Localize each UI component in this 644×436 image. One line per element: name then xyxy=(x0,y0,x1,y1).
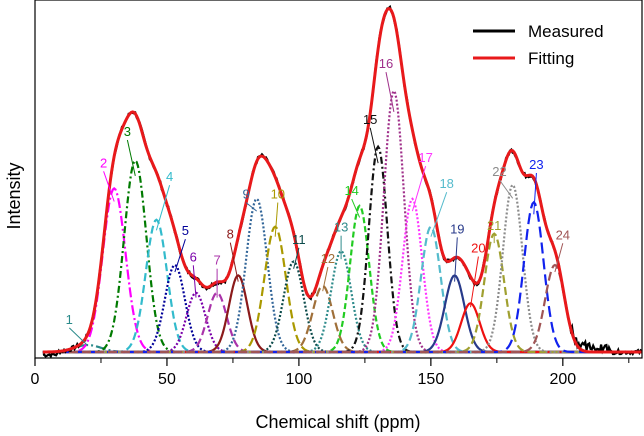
peak-label-23: 23 xyxy=(529,157,543,172)
x-tick-label-50: 50 xyxy=(158,371,176,388)
peak-leader-8 xyxy=(229,242,239,282)
peak-label-17: 17 xyxy=(418,150,432,165)
peak-leader-4 xyxy=(155,185,171,231)
peak-label-1: 1 xyxy=(66,312,73,327)
fitting-curve xyxy=(42,6,642,354)
peak-leader-23 xyxy=(533,172,537,215)
x-axis-title: Chemical shift (ppm) xyxy=(255,412,420,432)
peak-leader-10 xyxy=(274,202,279,237)
plot-frame xyxy=(34,0,643,359)
peak-leader-3 xyxy=(126,139,136,177)
peak-leader-16 xyxy=(385,72,395,112)
peak-label-21: 21 xyxy=(487,218,501,233)
peak-curve-12 xyxy=(42,284,642,354)
peak-label-2: 2 xyxy=(100,155,107,170)
curves-layer xyxy=(42,4,643,359)
legend: Measured Fitting xyxy=(473,22,604,68)
peak-label-6: 6 xyxy=(190,249,197,264)
peak-leader-5 xyxy=(174,239,186,273)
peak-leader-2 xyxy=(103,171,115,202)
peak-label-9: 9 xyxy=(242,187,249,202)
peak-leader-24 xyxy=(554,243,564,273)
peak-label-24: 24 xyxy=(556,227,570,242)
peak-label-10: 10 xyxy=(271,187,285,202)
peak-leader-1 xyxy=(68,327,89,346)
peak-label-5: 5 xyxy=(182,223,189,238)
y-axis-title: Intensity xyxy=(4,162,24,229)
peak-leader-17 xyxy=(411,165,427,212)
peak-label-3: 3 xyxy=(124,124,131,139)
peak-leader-9 xyxy=(245,202,258,212)
peak-label-18: 18 xyxy=(439,176,453,191)
peak-label-19: 19 xyxy=(450,221,464,236)
peak-leader-15 xyxy=(369,127,379,164)
peak-curve-22 xyxy=(42,183,642,354)
x-tick-label-0: 0 xyxy=(31,371,40,388)
x-axis: 0 50 100 150 200 xyxy=(31,358,630,388)
peak-leader-19 xyxy=(454,237,458,282)
peak-curve-24 xyxy=(42,263,642,354)
peak-label-16: 16 xyxy=(379,56,393,71)
peak-label-12: 12 xyxy=(321,251,335,266)
x-tick-label-200: 200 xyxy=(549,371,576,388)
peak-label-7: 7 xyxy=(213,253,220,268)
peak-label-20: 20 xyxy=(471,241,485,256)
peak-leader-18 xyxy=(430,192,448,237)
peak-leader-22 xyxy=(499,179,514,199)
legend-label-fitting: Fitting xyxy=(528,49,574,68)
peak-label-4: 4 xyxy=(166,169,173,184)
x-tick-label-150: 150 xyxy=(418,371,445,388)
peak-label-15: 15 xyxy=(363,112,377,127)
peak-leader-20 xyxy=(470,256,479,308)
peak-leader-14 xyxy=(351,198,361,218)
peak-leader-12 xyxy=(322,266,329,292)
peak-label-13: 13 xyxy=(334,220,348,235)
peak-label-8: 8 xyxy=(227,227,234,242)
legend-label-measured: Measured xyxy=(528,22,604,41)
peak-leader-6 xyxy=(192,265,197,298)
x-tick-label-100: 100 xyxy=(286,371,313,388)
peak-label-22: 22 xyxy=(492,164,506,179)
peak-leader-11 xyxy=(293,247,300,269)
peak-label-14: 14 xyxy=(344,183,358,198)
peak-label-11: 11 xyxy=(292,232,306,247)
